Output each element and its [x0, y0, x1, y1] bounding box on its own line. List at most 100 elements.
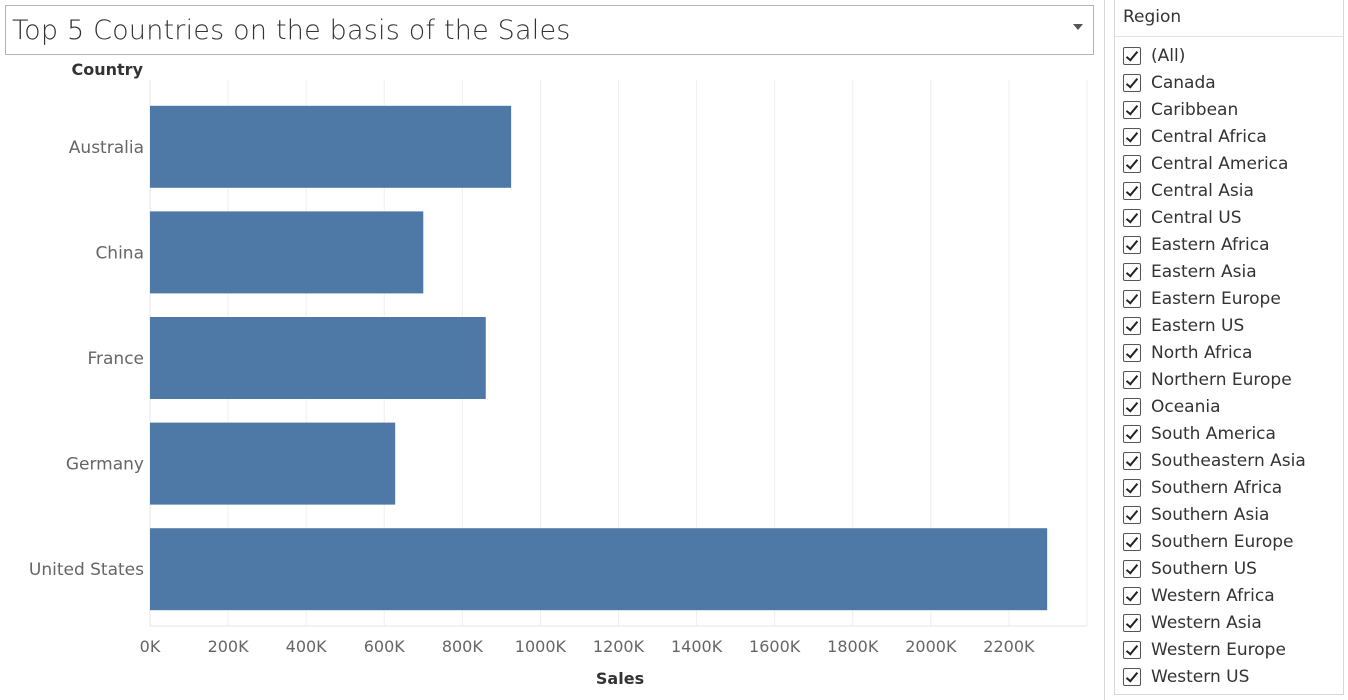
bar[interactable]	[150, 528, 1048, 611]
x-tick-label: 1600K	[749, 637, 801, 656]
filter-item[interactable]: Eastern Asia	[1115, 258, 1343, 285]
filter-item[interactable]: Southern Europe	[1115, 528, 1343, 555]
filter-item-label: South America	[1151, 423, 1276, 444]
filter-item[interactable]: Western Europe	[1115, 636, 1343, 663]
filter-item[interactable]: Western Asia	[1115, 609, 1343, 636]
checkbox-checked-icon[interactable]	[1123, 478, 1141, 497]
checkbox-checked-icon[interactable]	[1123, 586, 1141, 605]
filter-item-label: Eastern US	[1151, 315, 1245, 336]
filter-item-label: Western Africa	[1151, 585, 1275, 606]
bar[interactable]	[150, 211, 424, 294]
checkbox-checked-icon[interactable]	[1123, 181, 1141, 200]
filter-item[interactable]: Central America	[1115, 150, 1343, 177]
filter-item-label: North Africa	[1151, 342, 1253, 363]
y-tick-label: United States	[29, 560, 144, 580]
filter-item[interactable]: Central Africa	[1115, 123, 1343, 150]
filter-item[interactable]: Eastern Europe	[1115, 285, 1343, 312]
filter-item[interactable]: Northern Europe	[1115, 366, 1343, 393]
filter-item-label: Southern Europe	[1151, 531, 1294, 552]
filter-item[interactable]: Canada	[1115, 69, 1343, 96]
filter-item[interactable]: Eastern Africa	[1115, 231, 1343, 258]
y-tick-label: Australia	[69, 138, 144, 158]
x-tick-label: 2200K	[983, 637, 1035, 656]
checkbox-checked-icon[interactable]	[1123, 343, 1141, 362]
filter-item-label: Western Europe	[1151, 639, 1286, 660]
filter-item-label: (All)	[1151, 45, 1186, 66]
checkbox-checked-icon[interactable]	[1123, 667, 1141, 686]
filter-item-label: Oceania	[1151, 396, 1221, 417]
checkbox-checked-icon[interactable]	[1123, 208, 1141, 227]
x-tick-label: 1200K	[593, 637, 645, 656]
x-tick-label: 1000K	[515, 637, 567, 656]
y-axis-title: Country	[72, 60, 144, 79]
filter-item[interactable]: Western US	[1115, 663, 1343, 690]
filter-item-label: Central Africa	[1151, 126, 1267, 147]
x-tick-label: 200K	[208, 637, 250, 656]
checkbox-checked-icon[interactable]	[1123, 100, 1141, 119]
checkbox-checked-icon[interactable]	[1123, 451, 1141, 470]
checkbox-checked-icon[interactable]	[1123, 316, 1141, 335]
checkbox-checked-icon[interactable]	[1123, 370, 1141, 389]
checkbox-checked-icon[interactable]	[1123, 235, 1141, 254]
checkbox-checked-icon[interactable]	[1123, 154, 1141, 173]
y-tick-label: China	[95, 243, 144, 263]
x-tick-label: 2000K	[905, 637, 957, 656]
filter-item[interactable]: Southern US	[1115, 555, 1343, 582]
filter-item-label: Canada	[1151, 72, 1216, 93]
filter-item-label: Western US	[1151, 666, 1250, 687]
y-tick-label: Germany	[66, 455, 144, 475]
chevron-down-icon[interactable]	[1073, 24, 1083, 30]
x-tick-label: 400K	[286, 637, 328, 656]
filter-header: Region	[1115, 0, 1343, 37]
bar[interactable]	[150, 105, 512, 188]
filter-item-label: Central US	[1151, 207, 1242, 228]
filter-item-label: Eastern Africa	[1151, 234, 1270, 255]
filter-item-label: Western Asia	[1151, 612, 1262, 633]
panel-divider	[1104, 0, 1105, 700]
region-filter-panel: Region (All) Canada Caribbean Central Afric…	[1114, 0, 1344, 695]
y-tick-label: France	[87, 349, 144, 369]
filter-item-label: Eastern Asia	[1151, 261, 1257, 282]
filter-item-label: Northern Europe	[1151, 369, 1292, 390]
checkbox-checked-icon[interactable]	[1123, 424, 1141, 443]
x-tick-label: 800K	[442, 637, 484, 656]
filter-item-label: Caribbean	[1151, 99, 1239, 120]
filter-item[interactable]: Southeastern Asia	[1115, 447, 1343, 474]
x-tick-label: 1800K	[827, 637, 879, 656]
x-tick-label: 1400K	[671, 637, 723, 656]
checkbox-checked-icon[interactable]	[1123, 46, 1141, 65]
filter-list: (All) Canada Caribbean Central Africa Centra…	[1115, 37, 1343, 690]
page-title: Top 5 Countries on the basis of the Sale…	[12, 15, 571, 46]
checkbox-checked-icon[interactable]	[1123, 262, 1141, 281]
filter-item[interactable]: South America	[1115, 420, 1343, 447]
filter-item[interactable]: Central US	[1115, 204, 1343, 231]
filter-item[interactable]: Central Asia	[1115, 177, 1343, 204]
bar[interactable]	[150, 317, 486, 399]
checkbox-checked-icon[interactable]	[1123, 127, 1141, 146]
title-dropdown[interactable]: Top 5 Countries on the basis of the Sale…	[5, 5, 1094, 55]
checkbox-checked-icon[interactable]	[1123, 532, 1141, 551]
checkbox-checked-icon[interactable]	[1123, 289, 1141, 308]
checkbox-checked-icon[interactable]	[1123, 397, 1141, 416]
filter-item[interactable]: Western Africa	[1115, 582, 1343, 609]
filter-item-label: Eastern Europe	[1151, 288, 1281, 309]
filter-item-label: Southern US	[1151, 558, 1257, 579]
filter-item[interactable]: (All)	[1115, 42, 1343, 69]
filter-item[interactable]: Southern Asia	[1115, 501, 1343, 528]
filter-item[interactable]: Oceania	[1115, 393, 1343, 420]
filter-item[interactable]: Eastern US	[1115, 312, 1343, 339]
x-tick-label: 600K	[364, 637, 406, 656]
filter-item[interactable]: Southern Africa	[1115, 474, 1343, 501]
x-axis-title: Sales	[596, 669, 644, 688]
filter-item-label: Southern Asia	[1151, 504, 1270, 525]
checkbox-checked-icon[interactable]	[1123, 73, 1141, 92]
checkbox-checked-icon[interactable]	[1123, 613, 1141, 632]
bar[interactable]	[150, 422, 396, 505]
filter-item-label: Southern Africa	[1151, 477, 1283, 498]
checkbox-checked-icon[interactable]	[1123, 559, 1141, 578]
filter-item[interactable]: Caribbean	[1115, 96, 1343, 123]
checkbox-checked-icon[interactable]	[1123, 505, 1141, 524]
checkbox-checked-icon[interactable]	[1123, 640, 1141, 659]
filter-item-label: Southeastern Asia	[1151, 450, 1306, 471]
filter-item[interactable]: North Africa	[1115, 339, 1343, 366]
